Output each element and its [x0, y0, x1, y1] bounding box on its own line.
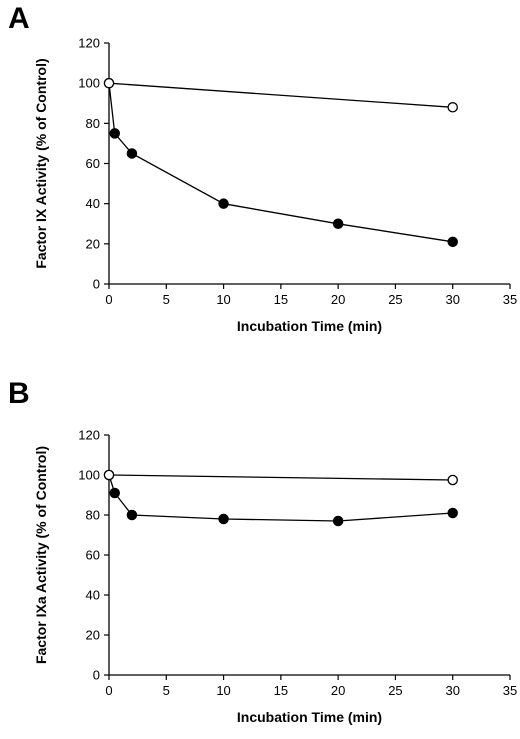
data-point-filled-circle	[218, 513, 229, 525]
series-line-open-circle	[108, 82, 453, 108]
data-point-filled-circle	[126, 148, 138, 159]
panel-label-b: B	[8, 377, 30, 410]
y-tick-label: 0	[93, 668, 100, 683]
chart-panel-b: B 0 20 40 60 80 100 120 0 5 10 15 20 25 30 35 Incubatio…	[0, 367, 520, 734]
y-tick-label: 20	[86, 628, 100, 643]
data-point-filled-circle	[332, 218, 344, 229]
y-axis-label: Factor IX Activity (% of Control)	[33, 58, 49, 268]
x-axis-label: Incubation Time (min)	[237, 709, 382, 725]
series-line-open-circle	[108, 474, 453, 481]
x-axis-label: Incubation Time (min)	[237, 318, 382, 334]
data-point-filled-circle	[109, 128, 120, 139]
chart-a: 0 20 40 60 80 100 120 0 5 10 15 20 25 30 35 Incubation …	[33, 36, 517, 335]
x-tick-label: 20	[331, 683, 345, 698]
x-tick-label: 30	[445, 292, 459, 307]
series-line-filled-circle	[108, 474, 453, 522]
x-tick-label: 15	[274, 292, 288, 307]
x-tick-label: 0	[105, 683, 112, 698]
y-tick-label: 60	[86, 156, 100, 171]
y-tick-label: 100	[78, 468, 100, 483]
x-tick-label: 25	[388, 683, 402, 698]
y-tick-label: 0	[93, 277, 100, 292]
data-point-open-circle	[447, 474, 458, 486]
data-point-filled-circle	[126, 509, 138, 521]
data-point-filled-circle	[332, 515, 344, 527]
y-tick-label: 100	[78, 76, 100, 91]
data-point-filled-circle	[447, 507, 458, 519]
y-tick-label: 40	[86, 196, 100, 211]
series-line-filled-circle	[108, 83, 453, 243]
data-point-filled-circle	[218, 198, 229, 209]
data-point-filled-circle	[447, 236, 458, 248]
x-tick-label: 15	[274, 683, 288, 698]
x-tick-label: 20	[331, 292, 345, 307]
x-tick-label: 10	[216, 292, 230, 307]
x-tick-label: 10	[216, 683, 230, 698]
data-point-open-circle	[103, 77, 115, 89]
chart-b: 0 20 40 60 80 100 120 0 5 10 15 20 25 30 35 Incubation …	[33, 428, 517, 726]
data-point-open-circle	[447, 102, 458, 113]
y-axis-label: Factor IXa Activity (% of Control)	[33, 446, 49, 664]
x-tick-label: 35	[503, 292, 517, 307]
x-tick-label: 25	[388, 292, 402, 307]
x-tick-label: 35	[503, 683, 517, 698]
y-tick-label: 80	[86, 116, 100, 131]
data-point-open-circle	[103, 469, 115, 481]
y-tick-label: 120	[78, 428, 100, 443]
x-tick-label: 30	[445, 683, 459, 698]
y-tick-label: 120	[78, 36, 100, 51]
panel-label-a: A	[8, 2, 30, 35]
x-tick-label: 5	[163, 683, 170, 698]
y-tick-label: 60	[86, 548, 100, 563]
y-tick-label: 80	[86, 508, 100, 523]
y-tick-label: 40	[86, 588, 100, 603]
y-tick-label: 20	[86, 236, 100, 251]
x-tick-label: 0	[105, 292, 112, 307]
data-point-filled-circle	[109, 487, 120, 499]
chart-panel-a: A 0 20 40 60 80 100 120 0 5 10 15 20 25 30 35 Incubatio…	[0, 0, 520, 367]
x-tick-label: 5	[163, 292, 170, 307]
